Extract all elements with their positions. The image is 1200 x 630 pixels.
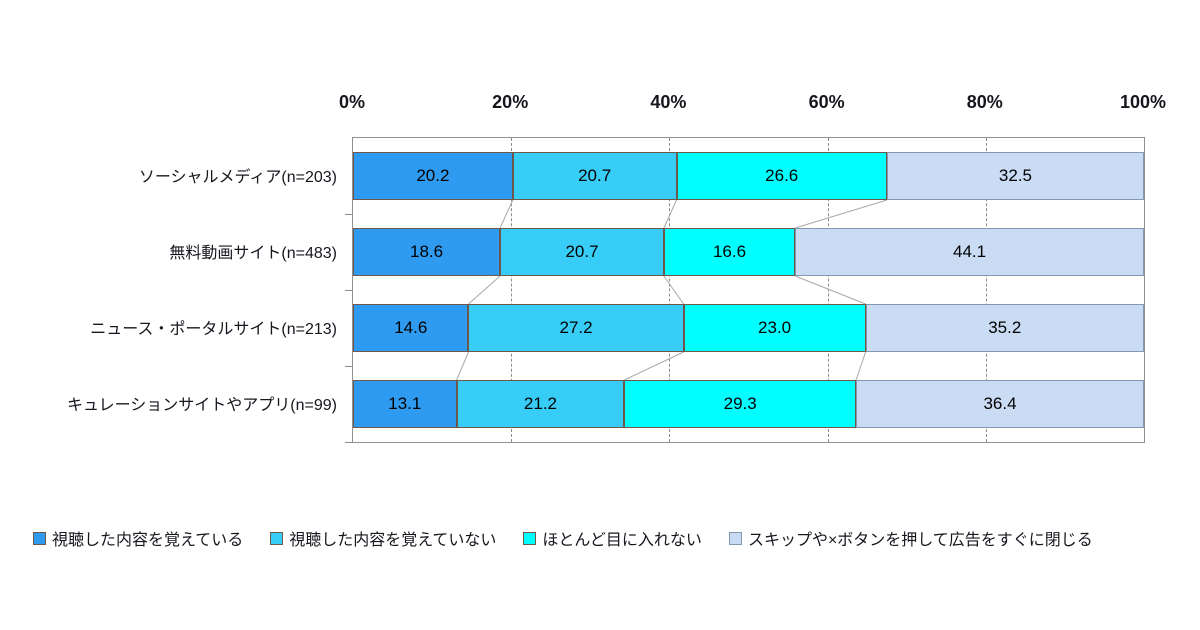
legend: 視聴した内容を覚えている 視聴した内容を覚えていない ほとんど目に入れない スキ… <box>33 527 1093 549</box>
bar-segment: 35.2 <box>865 304 1144 352</box>
x-axis-tick-label: 0% <box>338 92 366 112</box>
bar-segment: 29.3 <box>624 380 857 428</box>
bar-segment: 44.1 <box>795 228 1144 276</box>
bar-segment-value-label: 44.1 <box>953 242 987 261</box>
bar-segment: 27.2 <box>468 304 684 352</box>
category-axis: ソーシャルメディア(n=203) 無料動画サイト(n=483) ニュース・ポータ… <box>0 137 344 441</box>
bar-segment-value-label: 35.2 <box>988 318 1022 337</box>
bar-segment-value-label: 13.1 <box>388 394 422 413</box>
category-label: 無料動画サイト(n=483) <box>169 245 337 262</box>
x-axis-tick-label: 100% <box>1119 92 1167 112</box>
x-axis-tick-label: 60% <box>808 92 845 112</box>
y-axis-tick <box>345 214 353 215</box>
legend-swatch <box>270 531 284 545</box>
plot-area: 20.2 20.7 26.6 32.5 18.6 20.7 16.6 44.1 14.6 27.2… <box>345 137 1145 443</box>
legend-item: ほとんど目に入れない <box>523 526 702 550</box>
bar-segment: 18.6 <box>353 228 501 276</box>
legend-item: 視聴した内容を覚えている <box>33 526 243 550</box>
bar-segment: 26.6 <box>676 152 887 200</box>
category-label: ニュース・ポータルサイト(n=213) <box>90 321 337 338</box>
legend-swatch <box>523 531 537 545</box>
legend-item-label: 視聴した内容を覚えている <box>52 532 244 549</box>
series-connector-lines <box>456 199 888 381</box>
y-axis-tick <box>345 442 353 443</box>
legend-item-label: スキップや×ボタンを押して広告をすぐに閉じる <box>747 532 1093 549</box>
category-label: ソーシャルメディア(n=203) <box>138 169 337 186</box>
legend-swatch <box>728 531 742 545</box>
bar-segment: 32.5 <box>886 152 1144 200</box>
y-axis-tick <box>345 290 353 291</box>
bar-row: 13.1 21.2 29.3 36.4 <box>353 380 1144 428</box>
legend-item-label: 視聴した内容を覚えていない <box>289 532 497 549</box>
bar-segment-value-label: 29.3 <box>723 394 757 413</box>
bar-segment-value-label: 20.7 <box>565 242 599 261</box>
gridline <box>511 138 513 442</box>
bar-segment: 23.0 <box>683 304 866 352</box>
bar-segment-value-label: 14.6 <box>394 318 428 337</box>
bar-segment-value-label: 27.2 <box>559 318 593 337</box>
bar-segment: 16.6 <box>663 228 796 276</box>
bar-segment-value-label: 20.2 <box>416 166 450 185</box>
bar-row: 14.6 27.2 23.0 35.2 <box>353 304 1144 352</box>
bar-segment: 36.4 <box>856 380 1144 428</box>
x-axis-tick-label: 20% <box>492 92 529 112</box>
bar-segment: 14.6 <box>353 304 469 352</box>
legend-swatch <box>33 531 46 545</box>
bar-segment-value-label: 18.6 <box>410 242 444 261</box>
bar-segment-value-label: 21.2 <box>523 394 557 413</box>
bar-row: 20.2 20.7 26.6 32.5 <box>353 152 1144 200</box>
legend-item-label: ほとんど目に入れない <box>542 532 702 549</box>
bar-row: 18.6 20.7 16.6 44.1 <box>353 228 1144 276</box>
gridline <box>669 138 671 442</box>
bar-segment-value-label: 26.6 <box>765 166 799 185</box>
bar-segment-value-label: 36.4 <box>983 394 1017 413</box>
bar-segment: 21.2 <box>456 380 625 428</box>
x-axis-tick-label: 40% <box>650 92 687 112</box>
bar-segment: 20.2 <box>353 152 513 200</box>
bar-segment-value-label: 20.7 <box>578 166 612 185</box>
bar-segment: 13.1 <box>353 380 457 428</box>
legend-item: スキップや×ボタンを押して広告をすぐに閉じる <box>728 526 1093 550</box>
gridline <box>985 138 987 442</box>
bar-segment: 20.7 <box>512 152 677 200</box>
legend-item: 視聴した内容を覚えていない <box>270 526 496 550</box>
x-axis: 0% 20% 40% 60% 80% 100% <box>339 92 1166 118</box>
y-axis-tick <box>345 366 353 367</box>
category-label: キュレーションサイトやアプリ(n=99) <box>66 397 337 414</box>
bar-segment-value-label: 16.6 <box>712 242 747 261</box>
gridline <box>827 138 829 442</box>
bar-segment-value-label: 32.5 <box>998 166 1032 185</box>
bar-segment: 20.7 <box>500 228 664 276</box>
x-axis-tick-label: 80% <box>966 92 1003 112</box>
bar-segment-value-label: 23.0 <box>758 318 792 337</box>
